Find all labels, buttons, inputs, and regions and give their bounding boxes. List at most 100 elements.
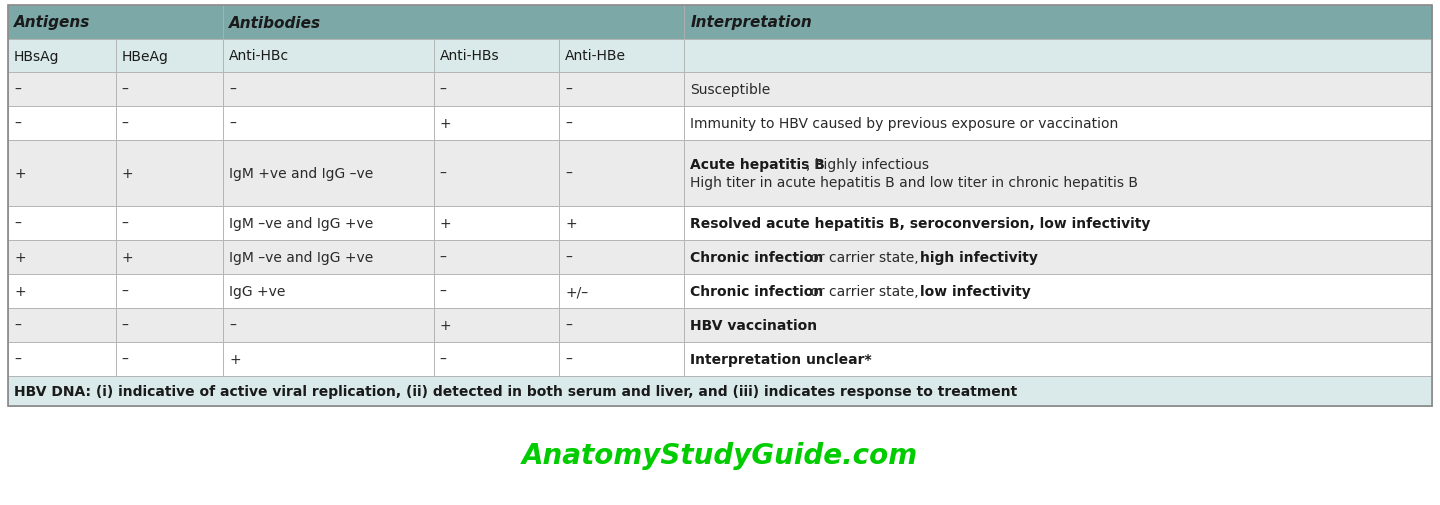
Bar (115, 342, 223, 376)
Bar (559, 309, 684, 342)
Bar (559, 107, 684, 141)
Text: +/–: +/– (564, 284, 588, 298)
Bar (433, 141, 559, 207)
Text: –: – (14, 217, 20, 231)
Text: –: – (121, 117, 128, 131)
Bar (9, 274, 115, 309)
Text: –: – (14, 83, 20, 97)
Text: –: – (439, 83, 446, 97)
Text: –: – (564, 83, 572, 97)
Text: +: + (121, 167, 132, 181)
Bar (559, 40, 684, 73)
Bar (223, 73, 433, 107)
Bar (9, 107, 115, 141)
Bar (559, 73, 684, 107)
Bar (433, 107, 559, 141)
Bar (433, 207, 559, 240)
Bar (9, 342, 115, 376)
Text: Interpretation: Interpretation (690, 16, 812, 30)
Text: Interpretation unclear*: Interpretation unclear* (690, 352, 873, 366)
Text: –: – (229, 318, 236, 332)
Text: +: + (439, 117, 451, 131)
Text: +: + (121, 250, 132, 265)
Text: –: – (439, 250, 446, 265)
Bar (9, 73, 115, 107)
Text: –: – (229, 83, 236, 97)
Bar (223, 309, 433, 342)
Bar (684, 107, 1431, 141)
Text: +: + (439, 217, 451, 231)
Bar (684, 309, 1431, 342)
Text: Antibodies: Antibodies (229, 16, 321, 30)
Text: Immunity to HBV caused by previous exposure or vaccination: Immunity to HBV caused by previous expos… (690, 117, 1119, 131)
Bar (684, 40, 1431, 73)
Bar (559, 274, 684, 309)
Bar (684, 342, 1431, 376)
Bar (9, 240, 115, 274)
Bar (9, 141, 115, 207)
Bar (115, 141, 223, 207)
Bar (684, 6, 1431, 40)
Bar (115, 274, 223, 309)
Text: IgG +ve: IgG +ve (229, 284, 285, 298)
Bar (115, 107, 223, 141)
Text: –: – (564, 250, 572, 265)
Text: IgM –ve and IgG +ve: IgM –ve and IgG +ve (229, 250, 373, 265)
Text: or carrier state,: or carrier state, (806, 284, 923, 298)
Text: Susceptible: Susceptible (690, 83, 770, 97)
Text: Resolved acute hepatitis B, seroconversion, low infectivity: Resolved acute hepatitis B, seroconversi… (690, 217, 1151, 231)
Bar (433, 342, 559, 376)
Bar (223, 6, 684, 40)
Bar (9, 207, 115, 240)
Text: –: – (439, 352, 446, 366)
Bar (223, 207, 433, 240)
Text: +: + (564, 217, 576, 231)
Bar (684, 73, 1431, 107)
Text: –: – (564, 117, 572, 131)
Text: Antigens: Antigens (14, 16, 91, 30)
Bar (433, 73, 559, 107)
Bar (115, 40, 223, 73)
Text: –: – (439, 284, 446, 298)
Bar (684, 240, 1431, 274)
Bar (433, 309, 559, 342)
Bar (9, 309, 115, 342)
Bar (559, 240, 684, 274)
Bar (9, 376, 1431, 406)
Bar (115, 207, 223, 240)
Text: Anti-HBc: Anti-HBc (229, 49, 289, 63)
Text: Chronic infection: Chronic infection (690, 250, 824, 265)
Text: –: – (14, 352, 20, 366)
Text: +: + (14, 284, 26, 298)
Text: HBsAg: HBsAg (14, 49, 59, 63)
Text: HBV DNA: (i) indicative of active viral replication, (ii) detected in both serum: HBV DNA: (i) indicative of active viral … (14, 384, 1017, 398)
Text: –: – (14, 318, 20, 332)
Text: HBeAg: HBeAg (121, 49, 168, 63)
Text: –: – (14, 117, 20, 131)
Bar (559, 342, 684, 376)
Bar (115, 73, 223, 107)
Bar (223, 274, 433, 309)
Text: +: + (229, 352, 240, 366)
Text: IgM –ve and IgG +ve: IgM –ve and IgG +ve (229, 217, 373, 231)
Text: +: + (14, 167, 26, 181)
Bar (223, 342, 433, 376)
Text: –: – (121, 83, 128, 97)
Text: –: – (564, 318, 572, 332)
Text: –: – (121, 284, 128, 298)
Text: high infectivity: high infectivity (920, 250, 1038, 265)
Text: –: – (229, 117, 236, 131)
Bar (115, 240, 223, 274)
Bar (9, 6, 223, 40)
Text: AnatomyStudyGuide.com: AnatomyStudyGuide.com (521, 442, 919, 470)
Text: Anti-HBs: Anti-HBs (439, 49, 500, 63)
Text: –: – (564, 167, 572, 181)
Text: low infectivity: low infectivity (920, 284, 1031, 298)
Text: or carrier state,: or carrier state, (806, 250, 923, 265)
Text: –: – (121, 217, 128, 231)
Bar (115, 309, 223, 342)
Bar (9, 40, 115, 73)
Text: Acute hepatitis B: Acute hepatitis B (690, 157, 825, 171)
Bar (684, 207, 1431, 240)
Bar (223, 40, 433, 73)
